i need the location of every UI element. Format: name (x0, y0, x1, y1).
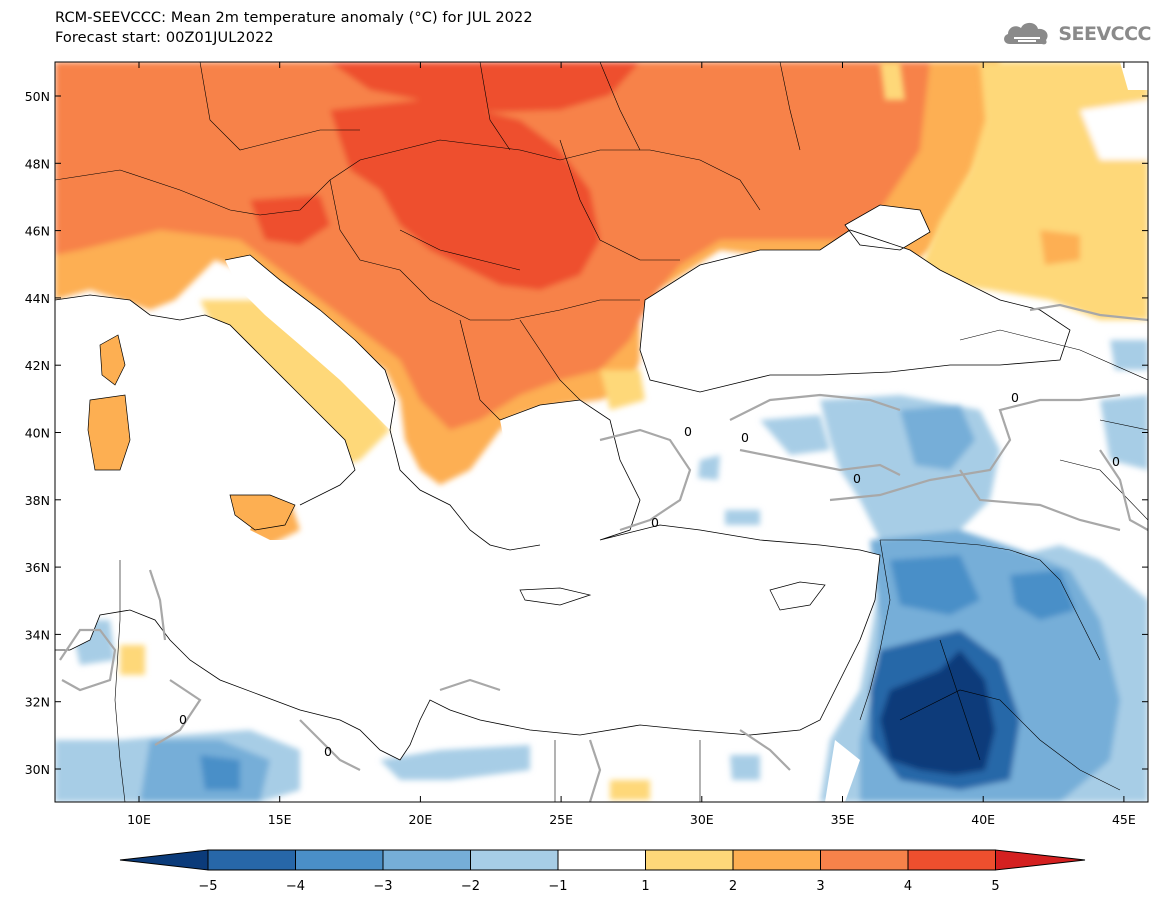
adriatic-sea (225, 255, 395, 430)
contour-label: 0 (179, 712, 187, 727)
colorbar-label: 2 (729, 879, 737, 894)
contour-labels: 0 0 0 0 0 0 0 0 (179, 390, 1120, 759)
country-borders (55, 62, 1148, 802)
chart-subtitle: Forecast start: 00Z01JUL2022 (55, 30, 274, 46)
lat-label: 46N (25, 224, 50, 239)
colorbar-label: 4 (904, 879, 912, 894)
logo-text: SEEVCCC (1058, 23, 1151, 45)
colorbar-swatch (470, 849, 559, 871)
lat-label: 40N (25, 426, 50, 441)
lat-label: 48N (25, 156, 50, 171)
contour-label: 0 (1011, 390, 1019, 405)
colorbar-swatch (732, 849, 821, 871)
lon-label: 45E (1112, 812, 1136, 827)
colorbar-swatch (382, 849, 471, 871)
red-sea (825, 740, 860, 802)
colorbar-swatch (207, 849, 296, 871)
colorbar-extend-high (995, 849, 1086, 871)
colorbar-label: −1 (548, 879, 567, 894)
lon-label: 25E (549, 812, 573, 827)
zero-contours (59, 303, 1148, 802)
latitude-axis: 50N 48N 46N 44N 42N 40N 38N 36N 34N 32N 30N (25, 89, 1148, 777)
caspian-sea (1120, 62, 1148, 90)
colorbar-swatch (557, 849, 646, 871)
colorbar: −5 −4 −3 −2 −1 1 2 3 4 5 (119, 849, 1086, 894)
west-mediterranean (55, 345, 95, 480)
lat-label: 32N (25, 695, 50, 710)
colorbar-label: −5 (198, 879, 217, 894)
islands-layer (87, 334, 826, 611)
lat-label: 30N (25, 762, 50, 777)
contour-label: 0 (741, 430, 749, 445)
title-block: RCM-SEEVCCC: Mean 2m temperature anomaly… (55, 8, 533, 48)
lat-label: 50N (25, 89, 50, 104)
colorbar-label: 3 (816, 879, 824, 894)
lat-label: 42N (25, 358, 50, 373)
contour-label: 0 (1112, 454, 1120, 469)
cold-anomaly-layer (55, 340, 1148, 802)
contour-label: 0 (651, 515, 659, 530)
colorbar-label: −2 (461, 879, 480, 894)
cyprus (769, 581, 826, 611)
longitude-axis: 10E 15E 20E 25E 30E 35E 40E 45E (127, 62, 1136, 827)
contour-label: 0 (324, 744, 332, 759)
colorbar-label: −4 (286, 879, 305, 894)
sardinia (87, 394, 131, 471)
sicily (229, 494, 296, 531)
colorbar-extend-low (119, 849, 209, 871)
colorbar-label: 1 (641, 879, 649, 894)
coastlines (55, 204, 1071, 761)
crete (519, 587, 592, 606)
map-area: 0 0 0 0 0 0 0 0 (55, 62, 1148, 802)
sea-layer (55, 62, 1148, 802)
lon-label: 20E (408, 812, 432, 827)
lon-label: 10E (127, 812, 151, 827)
lat-label: 44N (25, 291, 50, 306)
cloud-icon (1004, 22, 1048, 45)
lon-label: 15E (268, 812, 292, 827)
colorbar-label: −3 (373, 879, 392, 894)
lat-label: 36N (25, 560, 50, 575)
colorbar-swatch (295, 849, 384, 871)
seevccc-logo: SEEVCCC (1000, 18, 1151, 50)
colorbar-label: 5 (991, 879, 999, 894)
contour-label: 0 (853, 471, 861, 486)
aegean-sea (500, 400, 640, 545)
lon-label: 35E (831, 812, 855, 827)
colorbar-swatch (820, 849, 909, 871)
colorbar-swatch (645, 849, 734, 871)
warm-anomaly-layer (55, 62, 1000, 485)
sea-of-azov (845, 205, 930, 250)
lat-label: 34N (25, 627, 50, 642)
lat-label: 38N (25, 493, 50, 508)
corsica (99, 334, 126, 386)
lon-label: 40E (971, 812, 995, 827)
chart-title: RCM-SEEVCCC: Mean 2m temperature anomaly… (55, 10, 533, 26)
contour-label: 0 (684, 424, 692, 439)
black-sea (640, 230, 1070, 392)
lon-label: 30E (690, 812, 714, 827)
colorbar-swatch (907, 849, 996, 871)
